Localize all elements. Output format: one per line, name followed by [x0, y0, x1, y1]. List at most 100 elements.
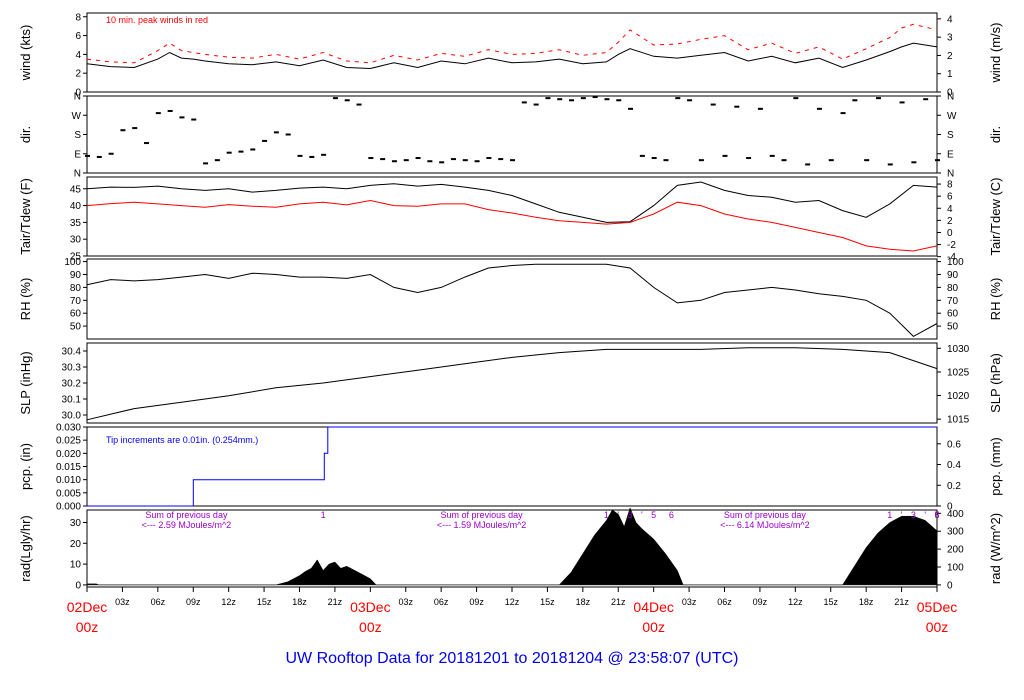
- direction-point: [344, 99, 350, 102]
- direction-point: [498, 158, 504, 161]
- direction-point: [734, 105, 740, 108]
- ytick-right-label: 100: [947, 563, 964, 574]
- xtick-label: 06z: [434, 597, 449, 607]
- radiation-hour-mark: 1: [321, 510, 326, 520]
- ytick-label: 6: [75, 31, 81, 42]
- direction-point: [899, 101, 905, 104]
- ytick-right-label: 0.6: [947, 439, 961, 450]
- ytick-label: 0: [75, 580, 81, 591]
- ytick-label: 20: [70, 539, 82, 550]
- direction-point: [935, 159, 940, 162]
- ylabel-right-pcp: pcp. (mm): [988, 437, 1003, 496]
- direction-point: [368, 157, 374, 160]
- ytick-label: 0: [75, 88, 81, 99]
- ytick-label: 0.010: [56, 475, 81, 486]
- ytick-right-label: W: [947, 111, 957, 122]
- xtick-label: 03z: [115, 597, 130, 607]
- series-peak: [86, 23, 938, 64]
- xtick-label: 12z: [788, 597, 803, 607]
- direction-point: [911, 161, 917, 164]
- ylabel-right-rh: RH (%): [988, 278, 1003, 321]
- direction-point: [120, 129, 126, 132]
- ytick-label: 0.005: [56, 488, 81, 499]
- ylabel-rh: RH (%): [18, 278, 33, 321]
- xtick-label: 06z: [717, 597, 732, 607]
- direction-point: [250, 148, 256, 151]
- ytick-label: 0.020: [56, 449, 81, 460]
- ytick-right-label: 90: [947, 270, 959, 281]
- direction-point: [474, 160, 480, 163]
- direction-point: [415, 157, 421, 160]
- radiation-hour-mark: ': [924, 510, 926, 520]
- ylabel-right-temp: Tair/Tdew (C): [988, 177, 1003, 255]
- direction-point: [769, 154, 775, 157]
- xtick-label: 15z: [823, 597, 838, 607]
- direction-point: [214, 159, 220, 162]
- ytick-right-label: 1: [947, 69, 953, 80]
- ytick-label: 70: [70, 296, 82, 307]
- panel-temp: [83, 176, 941, 258]
- direction-point: [746, 157, 752, 160]
- day-label-time: 00z: [642, 619, 665, 635]
- radiation-hour-mark: 6: [934, 510, 939, 520]
- direction-point: [391, 160, 397, 163]
- ytick-right-label: 8: [947, 180, 953, 191]
- direction-point: [651, 157, 657, 160]
- direction-point: [108, 152, 114, 155]
- radiation-note-sum: <--- 1.59 MJoules/m^2: [437, 520, 527, 530]
- ytick-right-label: 0.4: [947, 460, 961, 471]
- ytick-right-label: 0: [947, 88, 953, 99]
- series-tdew: [86, 199, 938, 252]
- ytick-label: 30.3: [62, 363, 82, 374]
- footer-start-date: 20181201: [438, 650, 510, 667]
- direction-point: [132, 127, 138, 130]
- ytick-right-label: 0.2: [947, 481, 961, 492]
- direction-point: [816, 107, 822, 110]
- ytick-label: 30: [70, 235, 82, 246]
- direction-point: [321, 153, 327, 156]
- chart-footer: UW Rooftop Data for 20181201 to 20181204…: [0, 650, 1024, 668]
- ytick-right-label: 4: [947, 14, 953, 25]
- radiation-hour-mark: 6: [669, 510, 674, 520]
- ytick-label: E: [74, 149, 81, 160]
- direction-point: [722, 154, 728, 157]
- day-label-date: 04Dec: [633, 599, 673, 615]
- panel-slp-frame: [86, 342, 938, 424]
- ytick-label: 10: [70, 560, 82, 571]
- direction-point: [285, 133, 291, 136]
- direction-point: [663, 159, 669, 162]
- direction-point: [226, 151, 232, 154]
- direction-point: [439, 161, 445, 164]
- radiation-note-title: Sum of previous day: [724, 510, 807, 520]
- direction-point: [510, 159, 515, 162]
- day-label-date: 02Dec: [67, 599, 107, 615]
- ylabel-dir: dir.: [18, 126, 33, 143]
- ytick-right-label: 80: [947, 283, 959, 294]
- footer-at: @: [607, 650, 624, 667]
- ylabel-temp: Tair/Tdew (F): [18, 178, 33, 255]
- direction-point: [191, 118, 197, 121]
- footer-time: 23:58:07: [628, 650, 691, 667]
- radiation-hour-mark: ': [901, 510, 903, 520]
- radiation-note-title: Sum of previous day: [145, 510, 228, 520]
- xtick-label: 21z: [611, 597, 626, 607]
- footer-timezone: (UTC): [694, 650, 739, 667]
- xtick-label: 15z: [540, 597, 555, 607]
- ytick-label: 45: [70, 184, 82, 195]
- ytick-right-label: E: [947, 149, 954, 160]
- direction-point: [840, 112, 846, 115]
- ytick-right-label: 2: [947, 216, 953, 227]
- ytick-label: 100: [64, 257, 81, 268]
- day-label-time: 00z: [926, 619, 949, 635]
- direction-point: [203, 162, 209, 165]
- radiation-note-sum: <--- 2.59 MJoules/m^2: [142, 520, 232, 530]
- ylabel-right-dir: dir.: [988, 126, 1003, 143]
- direction-point: [805, 163, 811, 166]
- ytick-label: 30.4: [62, 347, 82, 358]
- direction-point: [675, 97, 681, 100]
- direction-point: [828, 159, 834, 162]
- radiation-hour-mark: ': [641, 510, 643, 520]
- direction-point: [521, 101, 527, 104]
- series-pcp: [87, 426, 937, 507]
- xtick-label: 21z: [894, 597, 909, 607]
